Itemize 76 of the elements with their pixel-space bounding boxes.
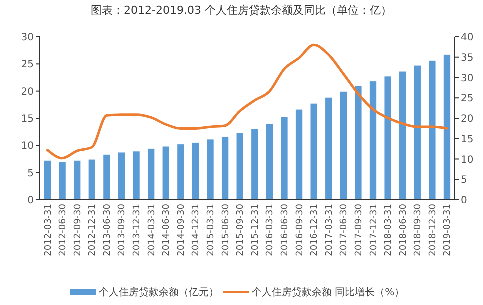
bar [104, 154, 110, 200]
x-tick-label: 2018-12-30 [428, 204, 438, 256]
y-tick-label: 5 [28, 168, 34, 180]
x-tick-label: 2017-03-31 [324, 204, 335, 256]
y-tick-label: 20 [21, 86, 34, 98]
x-tick-label: 2014-09-30 [176, 204, 187, 256]
x-tick-label: 2016-09-30 [295, 204, 306, 256]
bar [148, 148, 155, 200]
bar [355, 86, 362, 200]
y-tick-label: 25 [21, 60, 34, 71]
bar [44, 160, 52, 200]
bar [178, 144, 184, 200]
x-tick-label: 2012-03-31 [44, 204, 54, 256]
x-tick-label: 2018-06-30 [398, 204, 409, 256]
bar [74, 160, 81, 200]
y2-tick-label: 25 [461, 94, 474, 105]
x-tick-label: 2016-06-30 [280, 204, 290, 256]
bar [192, 142, 200, 200]
legend-label: 个人住房贷款余额（亿元） [99, 286, 219, 298]
x-tick-label: 2013-09-30 [118, 204, 128, 256]
y2-tick-label: 10 [461, 154, 474, 166]
bar [444, 54, 451, 200]
x-tick-label: 2012-09-30 [73, 204, 84, 256]
line-series [46, 44, 448, 160]
bar [59, 162, 66, 200]
bar [400, 72, 406, 200]
bar [162, 146, 170, 200]
x-tick-label: 2015-06-30 [221, 204, 232, 256]
bar [326, 98, 332, 200]
x-tick-label: 2012-12-31 [88, 204, 98, 256]
x-tick-label: 2018-03-31 [384, 204, 394, 256]
bar [340, 92, 347, 200]
x-tick-label: 2013-12-31 [132, 204, 143, 256]
x-tick-label: 2019-03-31 [443, 204, 454, 256]
bar [281, 117, 288, 200]
bar [384, 76, 392, 200]
y2-tick-label: 15 [461, 134, 474, 146]
bar [414, 66, 421, 200]
x-tick-label: 2014-06-30 [162, 204, 172, 256]
bar [118, 152, 126, 200]
bar [310, 104, 318, 200]
y2-tick-label: 0 [461, 196, 468, 206]
x-tick-label: 2018-09-30 [414, 204, 424, 256]
bar [207, 140, 214, 200]
x-tick-label: 2012-06-30 [58, 204, 69, 256]
y2-tick-label: 40 [461, 32, 474, 44]
x-tick-label: 2017-06-30 [340, 204, 350, 256]
x-tick-label: 2015-03-31 [206, 204, 217, 256]
y2-tick-label: 5 [461, 175, 468, 186]
x-tick-label: 2014-03-31 [147, 204, 158, 256]
y-tick-label: 15 [21, 114, 34, 125]
legend-label: 个人住房贷款余额 同比增长（%） [252, 286, 405, 298]
bar [222, 136, 229, 200]
y2-tick-label: 20 [461, 114, 474, 125]
y2-tick-label: 35 [461, 52, 474, 64]
x-tick-label: 2016-12-31 [310, 204, 320, 256]
bar [133, 152, 140, 200]
y-tick-label: 0 [28, 196, 34, 206]
bar [252, 129, 258, 200]
x-tick-label: 2013-06-30 [102, 204, 113, 256]
x-tick-label: 2015-09-30 [236, 204, 246, 256]
bar [236, 133, 244, 200]
y-tick-label: 30 [21, 32, 34, 44]
bar [88, 160, 96, 200]
x-tick-label: 2015-12-31 [250, 204, 261, 256]
bar [429, 60, 436, 200]
y-tick-label: 10 [21, 141, 34, 152]
x-tick-label: 2016-03-31 [266, 204, 276, 256]
x-tick-label: 2017-09-30 [354, 204, 364, 256]
bar [370, 82, 377, 200]
chart-title: 图表：2012-2019.03 个人住房贷款余额及同比（单位：亿） [91, 4, 392, 17]
x-tick-label: 2014-12-31 [192, 204, 202, 256]
bar [266, 124, 274, 200]
bar [296, 110, 303, 200]
x-tick-label: 2017-12-31 [369, 204, 380, 256]
y2-tick-label: 30 [461, 73, 474, 84]
